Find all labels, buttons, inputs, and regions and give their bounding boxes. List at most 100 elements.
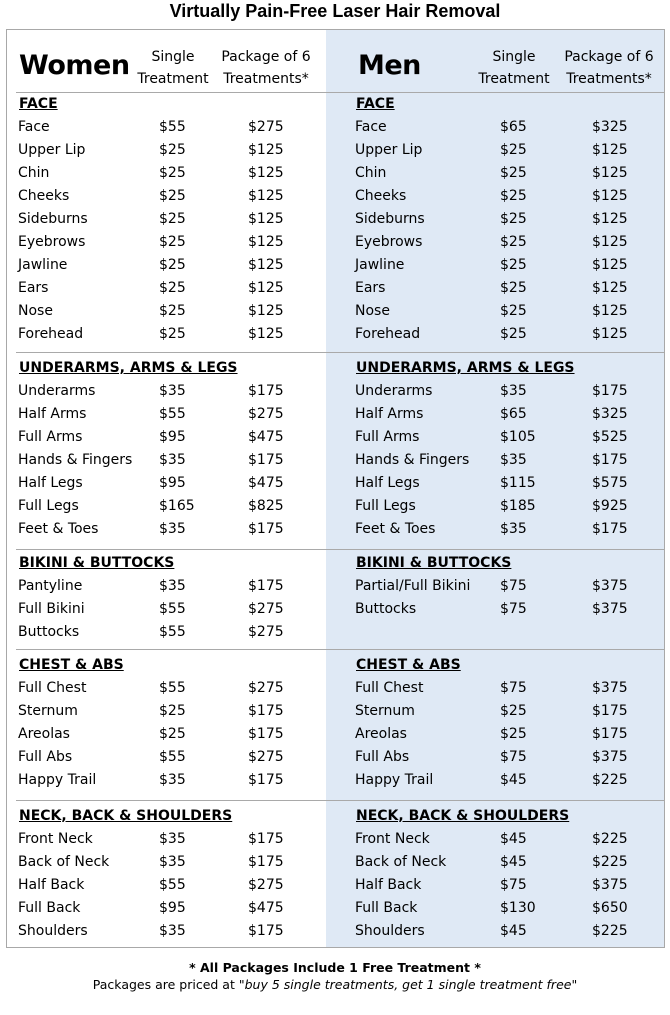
single-price: $65 <box>500 406 527 422</box>
single-price: $45 <box>500 854 527 870</box>
single-price: $75 <box>500 601 527 617</box>
single-price: $95 <box>159 900 186 916</box>
package-price: $175 <box>248 772 284 788</box>
package-price: $575 <box>592 475 628 491</box>
single-price: $25 <box>159 703 186 719</box>
package-price: $175 <box>248 854 284 870</box>
treatment-area: Cheeks <box>355 188 407 204</box>
package-price: $275 <box>248 749 284 765</box>
women-section-heading: CHEST & ABS <box>19 657 124 673</box>
men-price-row: Half Legs $115 $575 <box>7 472 664 495</box>
single-price: $35 <box>159 521 186 537</box>
treatment-area: Half Back <box>355 877 422 893</box>
women-price-row: Areolas $25 $175 <box>7 723 664 746</box>
single-price: $55 <box>159 601 186 617</box>
single-price: $25 <box>500 188 527 204</box>
men-price-row: Full Back $130 $650 <box>7 897 664 920</box>
single-price: $25 <box>500 234 527 250</box>
package-price: $175 <box>248 726 284 742</box>
treatment-area: Eyebrows <box>355 234 423 250</box>
single-price: $45 <box>500 772 527 788</box>
single-price: $25 <box>159 257 186 273</box>
women-price-row: Half Arms $55 $275 <box>7 403 664 426</box>
treatment-area: Full Chest <box>18 680 87 696</box>
treatment-area: Happy Trail <box>355 772 434 788</box>
women-price-row: Full Arms $95 $475 <box>7 426 664 449</box>
treatment-area: Half Legs <box>355 475 420 491</box>
women-price-row: Half Back $55 $275 <box>7 874 664 897</box>
men-price-row: Nose $25 $125 <box>7 300 664 323</box>
treatment-area: Nose <box>355 303 390 319</box>
single-price: $25 <box>159 234 186 250</box>
package-price: $275 <box>248 601 284 617</box>
treatment-area: Partial/Full Bikini <box>355 578 471 594</box>
treatment-area: Pantyline <box>18 578 83 594</box>
treatment-area: Areolas <box>355 726 407 742</box>
package-price: $125 <box>592 142 628 158</box>
package-price: $175 <box>592 726 628 742</box>
package-price: $475 <box>248 429 284 445</box>
package-price: $175 <box>248 923 284 939</box>
treatment-area: Chin <box>355 165 387 181</box>
women-price-row: Full Bikini $55 $275 <box>7 598 664 621</box>
women-price-row: Nose $25 $125 <box>7 300 664 323</box>
treatment-area: Half Legs <box>18 475 83 491</box>
women-price-row: Eyebrows $25 $125 <box>7 231 664 254</box>
men-price-row: Eyebrows $25 $125 <box>7 231 664 254</box>
women-price-row: Full Abs $55 $275 <box>7 746 664 769</box>
treatment-area: Full Chest <box>355 680 424 696</box>
treatment-area: Areolas <box>18 726 70 742</box>
women-price-row: Full Chest $55 $275 <box>7 677 664 700</box>
treatment-area: Half Arms <box>18 406 87 422</box>
package-price: $125 <box>592 280 628 296</box>
treatment-area: Face <box>355 119 387 135</box>
package-price: $825 <box>248 498 284 514</box>
men-section-heading: UNDERARMS, ARMS & LEGS <box>356 360 575 376</box>
treatment-area: Full Back <box>18 900 81 916</box>
package-price: $175 <box>592 703 628 719</box>
package-price: $225 <box>592 831 628 847</box>
women-price-row: Back of Neck $35 $175 <box>7 851 664 874</box>
single-price: $45 <box>500 923 527 939</box>
men-section-heading: CHEST & ABS <box>356 657 461 673</box>
treatment-area: Ears <box>18 280 49 296</box>
treatment-area: Eyebrows <box>18 234 86 250</box>
single-price: $35 <box>159 831 186 847</box>
treatment-area: Forehead <box>355 326 421 342</box>
treatment-area: Back of Neck <box>18 854 110 870</box>
single-price: $25 <box>500 303 527 319</box>
single-price: $75 <box>500 680 527 696</box>
women-price-row: Jawline $25 $125 <box>7 254 664 277</box>
package-price: $125 <box>248 303 284 319</box>
treatment-area: Forehead <box>18 326 84 342</box>
treatment-area: Underarms <box>18 383 96 399</box>
treatment-area: Chin <box>18 165 50 181</box>
treatment-area: Full Legs <box>18 498 79 514</box>
men-price-row: Full Chest $75 $375 <box>7 677 664 700</box>
men-price-row: Shoulders $45 $225 <box>7 920 664 943</box>
package-price: $225 <box>592 772 628 788</box>
women-price-row: Pantyline $35 $175 <box>7 575 664 598</box>
package-price: $375 <box>592 877 628 893</box>
men-section-heading: NECK, BACK & SHOULDERS <box>356 808 570 824</box>
package-price: $125 <box>248 211 284 227</box>
men-section-heading: FACE <box>356 96 395 112</box>
single-price: $130 <box>500 900 536 916</box>
footer-pricing-note: Packages are priced at "buy 5 single tre… <box>92 977 578 992</box>
package-price: $175 <box>248 831 284 847</box>
treatment-area: Sideburns <box>18 211 88 227</box>
women-section-heading: NECK, BACK & SHOULDERS <box>19 808 233 824</box>
package-price: $125 <box>592 326 628 342</box>
women-price-row: Upper Lip $25 $125 <box>7 139 664 162</box>
package-price: $125 <box>248 165 284 181</box>
package-price: $125 <box>248 234 284 250</box>
women-price-row: Ears $25 $125 <box>7 277 664 300</box>
package-price: $175 <box>248 521 284 537</box>
men-price-row: Hands & Fingers $35 $175 <box>7 449 664 472</box>
treatment-area: Front Neck <box>355 831 430 847</box>
single-price: $55 <box>159 624 186 640</box>
men-price-row: Sideburns $25 $125 <box>7 208 664 231</box>
package-price: $275 <box>248 680 284 696</box>
package-price: $125 <box>592 165 628 181</box>
package-price: $125 <box>248 188 284 204</box>
